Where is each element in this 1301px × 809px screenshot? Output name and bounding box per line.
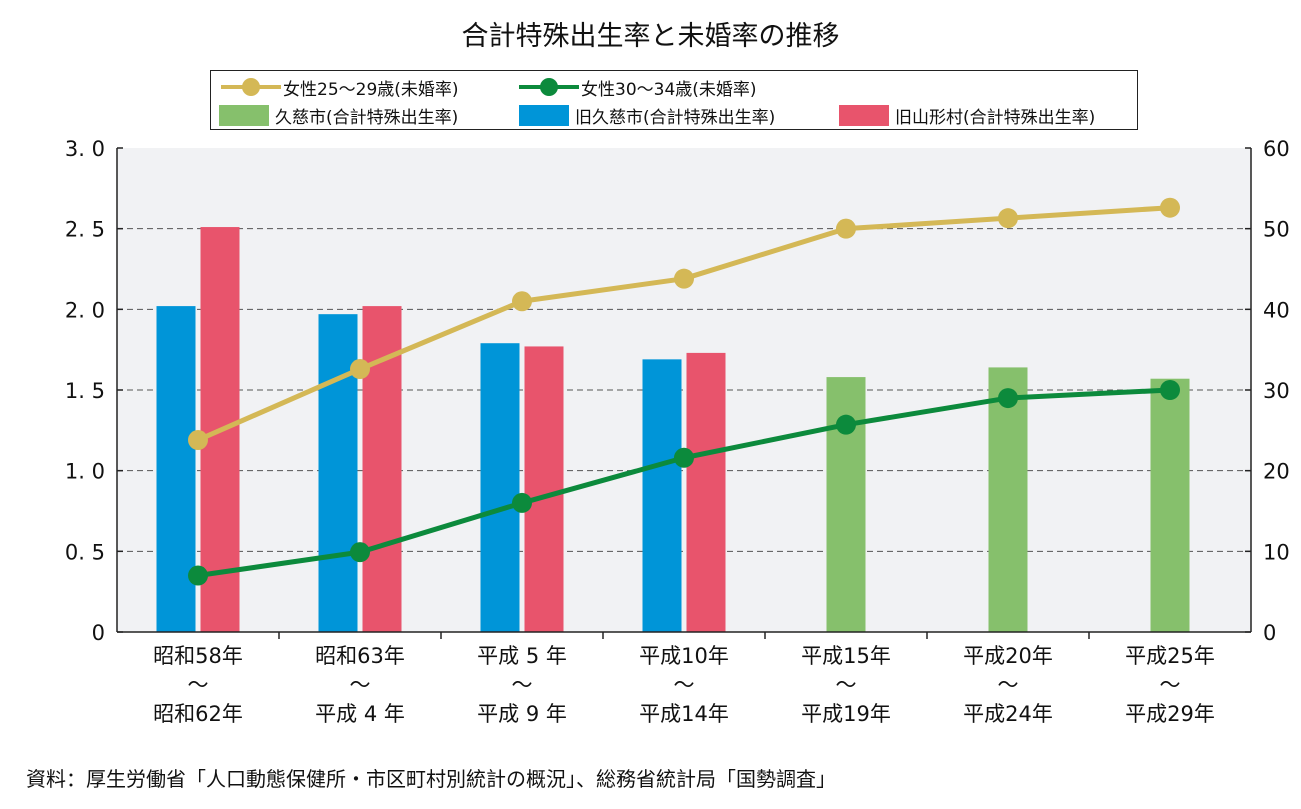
bar — [1150, 378, 1190, 632]
data-point — [350, 359, 370, 380]
y-left-tick-label: 2. 5 — [65, 218, 105, 242]
bar — [524, 346, 564, 632]
legend-label: 旧久慈市(合計特殊出生率) — [575, 108, 776, 128]
y-left-tick-label: 1. 5 — [65, 379, 105, 403]
x-tick-label: 平成 9 年 — [477, 702, 567, 726]
legend-swatch-icon — [839, 105, 889, 126]
y-left-tick-label: 0. 5 — [65, 540, 105, 564]
legend-label: 女性30～34歳(未婚率) — [581, 79, 757, 100]
y-right-tick-label: 0 — [1263, 621, 1276, 645]
x-tick-label: 平成24年 — [963, 702, 1053, 726]
data-point — [512, 492, 532, 513]
legend-label: 久慈市(合計特殊出生率) — [275, 108, 459, 128]
x-tick-label: ～ — [998, 673, 1019, 697]
x-tick-label: 平成14年 — [639, 702, 729, 726]
legend-item-women-25-29: 女性25～29歳(未婚率) — [221, 73, 459, 101]
x-tick-label: 平成 4 年 — [315, 702, 405, 726]
x-tick-label: 平成15年 — [801, 644, 891, 668]
data-point — [836, 414, 856, 435]
bar — [480, 343, 520, 632]
chart-title: 合計特殊出生率と未婚率の推移 — [461, 21, 840, 52]
x-tick-label: 平成20年 — [963, 644, 1053, 668]
data-point — [836, 218, 856, 239]
data-point — [674, 268, 694, 289]
data-point — [998, 208, 1018, 229]
legend-label: 女性25～29歳(未婚率) — [283, 79, 459, 100]
legend-line-marker-icon — [221, 73, 281, 101]
x-tick-label: 昭和63年 — [315, 644, 405, 668]
legend-item-old-yamagata-village: 旧山形村(合計特殊出生率) — [839, 103, 1095, 128]
y-right-tick-label: 60 — [1263, 137, 1290, 161]
x-tick-label: 平成25年 — [1125, 644, 1215, 668]
data-point — [1160, 197, 1180, 218]
x-tick-label: 昭和62年 — [153, 702, 243, 726]
legend-label: 旧山形村(合計特殊出生率) — [895, 108, 1096, 128]
x-tick-label: 平成10年 — [639, 644, 729, 668]
x-tick-label: ～ — [350, 673, 371, 697]
bar — [318, 314, 358, 632]
x-tick-label: ～ — [1160, 673, 1181, 697]
y-left-tick-label: 1. 0 — [65, 460, 105, 484]
legend-item-kuji-city: 久慈市(合計特殊出生率) — [219, 103, 458, 128]
y-left-tick-label: 3. 0 — [65, 137, 105, 161]
data-point — [350, 542, 370, 563]
bar — [642, 359, 682, 632]
bar — [156, 306, 196, 632]
legend-item-women-30-34: 女性30～34歳(未婚率) — [519, 73, 757, 101]
legend: 女性25～29歳(未婚率) 女性30～34歳(未婚率) 久慈市(合計特殊出生率)… — [210, 70, 1138, 130]
x-tick-label: ～ — [674, 673, 695, 697]
legend-line-marker-icon — [519, 73, 579, 101]
y-left-tick-label: 2. 0 — [65, 298, 105, 322]
x-tick-label: 平成 5 年 — [477, 644, 567, 668]
x-tick-label: 昭和58年 — [153, 644, 243, 668]
data-point — [188, 430, 208, 451]
legend-item-old-kuji-city: 旧久慈市(合計特殊出生率) — [519, 103, 775, 128]
x-tick-label: ～ — [188, 673, 209, 697]
data-point — [998, 388, 1018, 409]
x-tick-label: 平成29年 — [1125, 702, 1215, 726]
y-right-tick-label: 50 — [1263, 218, 1290, 242]
x-tick-label: 平成19年 — [801, 702, 891, 726]
legend-swatch-icon — [519, 105, 569, 126]
data-point — [188, 565, 208, 586]
bar — [988, 367, 1028, 632]
y-right-tick-label: 40 — [1263, 298, 1290, 322]
source-note: 資料：厚生労働省「人口動態保健所・市区町村別統計の概況」、総務省統計局「国勢調査… — [26, 767, 836, 791]
data-point — [512, 291, 532, 312]
bar — [686, 352, 726, 632]
data-point — [674, 447, 694, 468]
x-tick-label: ～ — [512, 673, 533, 697]
y-right-tick-label: 20 — [1263, 460, 1290, 484]
y-right-tick-label: 30 — [1263, 379, 1290, 403]
y-right-tick-label: 10 — [1263, 540, 1290, 564]
data-point — [1160, 380, 1180, 400]
legend-swatch-icon — [219, 105, 269, 126]
x-tick-label: ～ — [836, 673, 857, 697]
y-left-tick-label: 0 — [92, 621, 105, 645]
